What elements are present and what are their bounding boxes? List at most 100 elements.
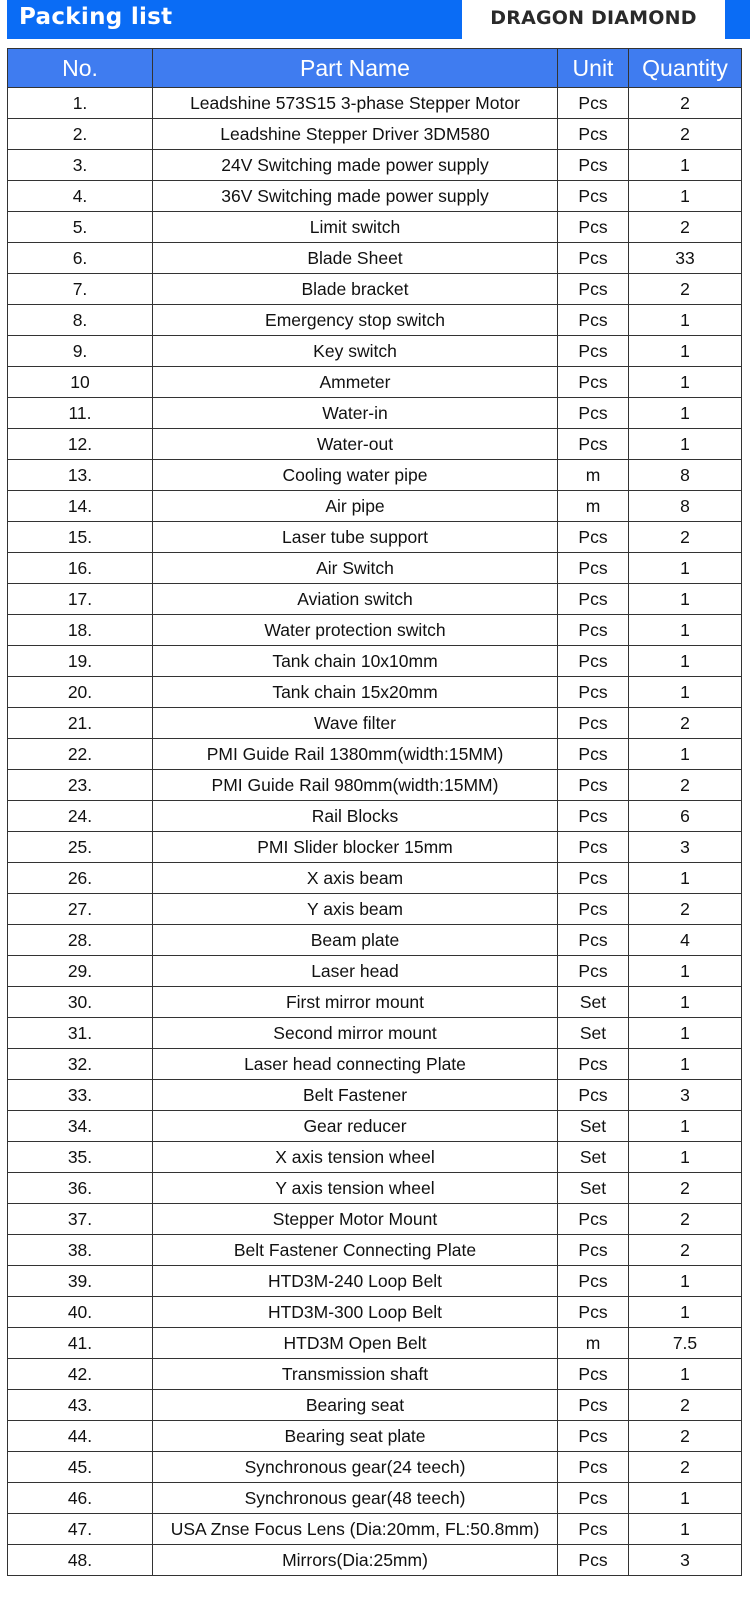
cell-quantity: 1	[628, 614, 742, 646]
table-row: 7. Blade bracket Pcs 2	[7, 273, 742, 305]
cell-part-name: PMI Guide Rail 980mm(width:15MM)	[152, 769, 558, 801]
cell-quantity: 2	[628, 521, 742, 553]
cell-quantity: 1	[628, 1110, 742, 1142]
cell-unit: Pcs	[557, 335, 629, 367]
cell-part-name: Emergency stop switch	[152, 304, 558, 336]
cell-no: 28.	[7, 924, 153, 956]
cell-no: 29.	[7, 955, 153, 987]
table-row: 12. Water-out Pcs 1	[7, 428, 742, 460]
cell-no: 43.	[7, 1389, 153, 1421]
cell-part-name: Laser tube support	[152, 521, 558, 553]
cell-quantity: 1	[628, 366, 742, 398]
table-row: 20. Tank chain 15x20mm Pcs 1	[7, 676, 742, 708]
table-row: 25. PMI Slider blocker 15mm Pcs 3	[7, 831, 742, 863]
cell-unit: Pcs	[557, 149, 629, 181]
cell-unit: Pcs	[557, 1451, 629, 1483]
cell-no: 36.	[7, 1172, 153, 1204]
cell-no: 30.	[7, 986, 153, 1018]
cell-quantity: 2	[628, 118, 742, 150]
cell-no: 35.	[7, 1141, 153, 1173]
cell-no: 47.	[7, 1513, 153, 1545]
cell-part-name: Key switch	[152, 335, 558, 367]
cell-unit: Pcs	[557, 614, 629, 646]
cell-part-name: Synchronous gear(24 teech)	[152, 1451, 558, 1483]
table-row: 2. Leadshine Stepper Driver 3DM580 Pcs 2	[7, 118, 742, 150]
cell-quantity: 3	[628, 1544, 742, 1576]
table-row: 43. Bearing seat Pcs 2	[7, 1389, 742, 1421]
cell-quantity: 1	[628, 583, 742, 615]
cell-part-name: Limit switch	[152, 211, 558, 243]
cell-no: 18.	[7, 614, 153, 646]
cell-unit: Set	[557, 1172, 629, 1204]
cell-no: 39.	[7, 1265, 153, 1297]
cell-quantity: 1	[628, 335, 742, 367]
cell-no: 34.	[7, 1110, 153, 1142]
table-row: 6. Blade Sheet Pcs 33	[7, 242, 742, 274]
cell-unit: Set	[557, 986, 629, 1018]
cell-part-name: 24V Switching made power supply	[152, 149, 558, 181]
cell-part-name: Beam plate	[152, 924, 558, 956]
table-row: 35. X axis tension wheel Set 1	[7, 1141, 742, 1173]
cell-part-name: Y axis tension wheel	[152, 1172, 558, 1204]
table-row: 46. Synchronous gear(48 teech) Pcs 1	[7, 1482, 742, 1514]
cell-quantity: 1	[628, 552, 742, 584]
table-row: 22. PMI Guide Rail 1380mm(width:15MM) Pcs 1	[7, 738, 742, 770]
cell-part-name: Y axis beam	[152, 893, 558, 925]
cell-no: 41.	[7, 1327, 153, 1359]
cell-quantity: 1	[628, 955, 742, 987]
cell-quantity: 7.5	[628, 1327, 742, 1359]
cell-no: 9.	[7, 335, 153, 367]
cell-quantity: 1	[628, 397, 742, 429]
cell-part-name: X axis beam	[152, 862, 558, 894]
cell-quantity: 2	[628, 1451, 742, 1483]
cell-no: 17.	[7, 583, 153, 615]
cell-quantity: 3	[628, 831, 742, 863]
cell-no: 48.	[7, 1544, 153, 1576]
cell-unit: Pcs	[557, 1513, 629, 1545]
table-row: 34. Gear reducer Set 1	[7, 1110, 742, 1142]
table-row: 38. Belt Fastener Connecting Plate Pcs 2	[7, 1234, 742, 1266]
cell-quantity: 1	[628, 1513, 742, 1545]
table-row: 18. Water protection switch Pcs 1	[7, 614, 742, 646]
cell-quantity: 2	[628, 1234, 742, 1266]
cell-no: 16.	[7, 552, 153, 584]
table-row: 16. Air Switch Pcs 1	[7, 552, 742, 584]
cell-quantity: 1	[628, 1141, 742, 1173]
cell-quantity: 2	[628, 893, 742, 925]
cell-no: 45.	[7, 1451, 153, 1483]
column-header-unit: Unit	[557, 48, 629, 88]
cell-unit: Set	[557, 1141, 629, 1173]
table-row: 24. Rail Blocks Pcs 6	[7, 800, 742, 832]
cell-part-name: HTD3M Open Belt	[152, 1327, 558, 1359]
cell-part-name: First mirror mount	[152, 986, 558, 1018]
cell-quantity: 1	[628, 1265, 742, 1297]
cell-quantity: 1	[628, 304, 742, 336]
cell-no: 44.	[7, 1420, 153, 1452]
cell-no: 32.	[7, 1048, 153, 1080]
table-row: 36. Y axis tension wheel Set 2	[7, 1172, 742, 1204]
cell-no: 38.	[7, 1234, 153, 1266]
table-row: 32. Laser head connecting Plate Pcs 1	[7, 1048, 742, 1080]
cell-no: 24.	[7, 800, 153, 832]
cell-quantity: 8	[628, 459, 742, 491]
cell-part-name: Laser head	[152, 955, 558, 987]
cell-no: 5.	[7, 211, 153, 243]
cell-unit: Pcs	[557, 521, 629, 553]
table-row: 11. Water-in Pcs 1	[7, 397, 742, 429]
cell-quantity: 1	[628, 149, 742, 181]
cell-unit: Pcs	[557, 397, 629, 429]
cell-quantity: 2	[628, 1389, 742, 1421]
table-row: 15. Laser tube support Pcs 2	[7, 521, 742, 553]
cell-no: 6.	[7, 242, 153, 274]
cell-part-name: Bearing seat plate	[152, 1420, 558, 1452]
cell-part-name: Belt Fastener	[152, 1079, 558, 1111]
cell-quantity: 2	[628, 273, 742, 305]
cell-unit: Pcs	[557, 1482, 629, 1514]
cell-quantity: 1	[628, 676, 742, 708]
cell-unit: Pcs	[557, 1079, 629, 1111]
cell-unit: Pcs	[557, 831, 629, 863]
table-row: 1. Leadshine 573S15 3-phase Stepper Motor…	[7, 87, 742, 119]
cell-part-name: Second mirror mount	[152, 1017, 558, 1049]
cell-no: 21.	[7, 707, 153, 739]
cell-part-name: Mirrors(Dia:25mm)	[152, 1544, 558, 1576]
